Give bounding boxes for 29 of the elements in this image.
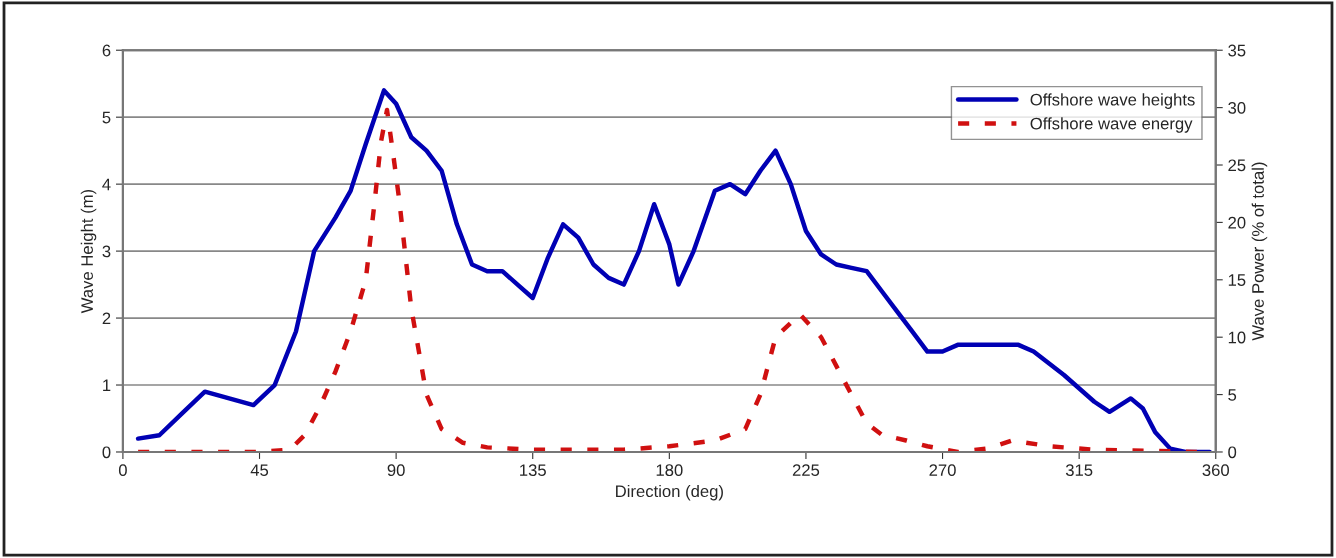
y2-tick-label: 0 [1228, 446, 1237, 459]
y-tick-label: 2 [102, 312, 111, 325]
y-tick-label: 1 [103, 379, 111, 392]
y-tick-label: 6 [102, 44, 111, 57]
y-tick-label: 4 [102, 178, 111, 191]
x-tick-label: 315 [1065, 464, 1093, 477]
x-axis-title: Direction (deg) [616, 484, 723, 501]
y2-tick-label: 15 [1228, 274, 1246, 286]
x-tick-label: 45 [250, 464, 269, 477]
y2-tick-label: 25 [1228, 159, 1246, 172]
y2-tick-label: 10 [1228, 331, 1246, 344]
y-tick-label: 3 [102, 245, 111, 258]
x-tick-label: 90 [387, 464, 405, 477]
x-tick-label: 360 [1202, 464, 1230, 477]
y2-tick-label: 35 [1228, 44, 1246, 57]
y2-tick-label: 30 [1228, 102, 1246, 114]
x-tick-label: 180 [656, 464, 683, 477]
x-tick-label: 135 [520, 464, 546, 477]
x-tick-label: 270 [929, 464, 956, 477]
legend-label: Offshore wave heights [1030, 93, 1195, 109]
legend-label: Offshore wave energy [1030, 117, 1193, 133]
y2-tick-label: 20 [1228, 216, 1246, 229]
x-tick-label: 225 [792, 464, 820, 477]
y2-tick-label: 5 [1228, 389, 1237, 401]
y2-axis-title: Wave Power (% of total) [1251, 162, 1268, 341]
y-tick-label: 0 [102, 446, 111, 459]
y-axis-title: Wave Height (m) [80, 189, 97, 314]
y-tick-label: 5 [102, 111, 111, 124]
x-tick-label: 0 [118, 464, 127, 477]
